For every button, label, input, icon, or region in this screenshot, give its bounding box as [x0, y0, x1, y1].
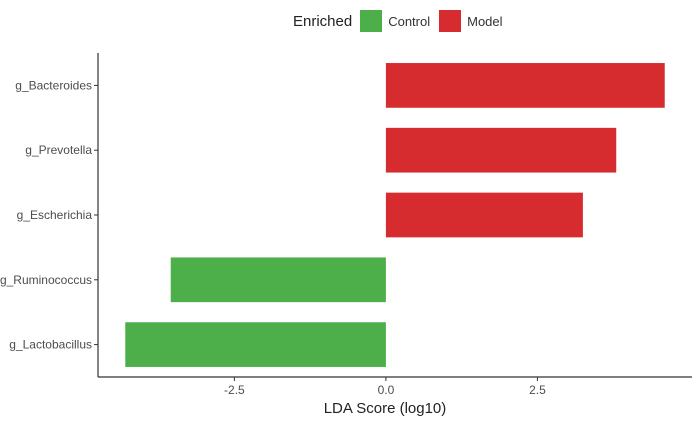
x-tick-label: 0.0 [378, 383, 395, 397]
legend: Enriched Control Model [293, 9, 512, 33]
bar-g-escherichia [385, 192, 583, 238]
bar-g-bacteroides [385, 63, 665, 108]
y-ticks: g_Bacteroides g_Prevotella g_Escherichia g_… [0, 78, 98, 352]
bar-g-lactobacillus [125, 322, 386, 367]
bar-g-ruminococcus [170, 257, 386, 303]
legend-label-control: Control [388, 13, 431, 29]
y-tick-label: g_Prevotella [25, 143, 92, 157]
y-tick-label: g_Escherichia [17, 208, 93, 222]
y-tick-label: g_Bacteroides [15, 78, 92, 92]
legend-item-model: Model [439, 10, 503, 32]
x-axis-title: LDA Score (log10) [324, 400, 447, 417]
y-tick-label: g_Lactobacillus [9, 338, 92, 352]
legend-swatch-model [439, 10, 462, 32]
bars-layer [125, 63, 665, 367]
legend-swatch-control [360, 10, 383, 32]
bar-g-prevotella [385, 127, 617, 173]
x-ticks: -2.5 0.0 2.5 [224, 377, 546, 397]
x-tick-label: -2.5 [224, 383, 245, 397]
x-tick-label: 2.5 [529, 383, 546, 397]
legend-label-model: Model [467, 13, 503, 29]
y-tick-label: g_Ruminococcus [0, 273, 92, 287]
legend-title: Enriched [293, 12, 353, 30]
legend-item-control: Control [360, 10, 430, 32]
